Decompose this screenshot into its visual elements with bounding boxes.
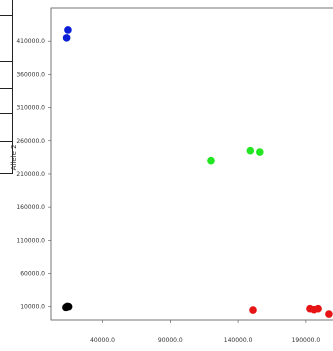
scatter-point bbox=[62, 34, 71, 42]
y-tick-label: 360000.0 bbox=[16, 71, 45, 78]
scatter-point bbox=[64, 26, 72, 34]
y-tick-label: 110000.0 bbox=[16, 237, 45, 244]
y-tick-label: 60000.0 bbox=[20, 271, 45, 278]
x-tick-label: 90000.0 bbox=[158, 337, 183, 344]
y-tick-label: 10000.0 bbox=[20, 304, 45, 311]
scatter-point bbox=[255, 148, 264, 156]
panel-divider-line bbox=[0, 88, 12, 89]
left-panel-divider bbox=[0, 0, 13, 174]
panel-divider-line bbox=[0, 15, 12, 16]
y-tick-label: 310000.0 bbox=[16, 105, 45, 112]
scatter-point bbox=[63, 302, 72, 311]
scatter-point bbox=[207, 156, 215, 165]
y-tick-label: 160000.0 bbox=[16, 204, 45, 211]
scatter-point bbox=[246, 146, 255, 155]
y-tick-label: 410000.0 bbox=[16, 38, 45, 45]
x-tick-label: 40000.0 bbox=[90, 337, 115, 344]
scatter-point bbox=[325, 310, 333, 318]
scatter-point bbox=[249, 306, 257, 314]
panel-divider-line bbox=[0, 113, 12, 114]
y-tick-label: 210000.0 bbox=[16, 171, 45, 178]
x-tick-label: 190000.0 bbox=[292, 337, 321, 344]
panel-divider-line bbox=[0, 141, 12, 142]
y-axis-title: Allele 2 bbox=[10, 144, 18, 170]
y-tick-label: 260000.0 bbox=[16, 138, 45, 145]
scatter-point bbox=[314, 304, 322, 313]
panel-divider-line bbox=[0, 61, 12, 62]
panel-divider-line bbox=[0, 173, 12, 174]
plot-area bbox=[50, 7, 333, 321]
x-tick-label: 140000.0 bbox=[224, 337, 253, 344]
